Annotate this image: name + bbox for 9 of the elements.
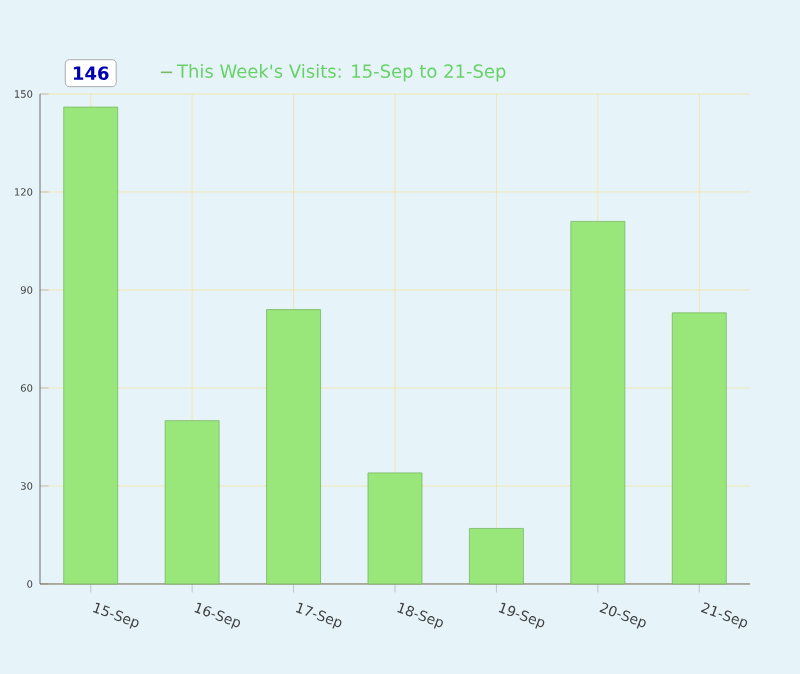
bar [63, 106, 119, 585]
bar [266, 309, 321, 585]
bar [570, 220, 626, 585]
bar [671, 312, 727, 585]
bar [367, 472, 423, 585]
annotation: 146 [73, 66, 109, 80]
legend-label: This Week's Visits: 15-Sep to 21-Sep [176, 64, 506, 82]
bar [164, 420, 220, 585]
bar [469, 528, 524, 585]
